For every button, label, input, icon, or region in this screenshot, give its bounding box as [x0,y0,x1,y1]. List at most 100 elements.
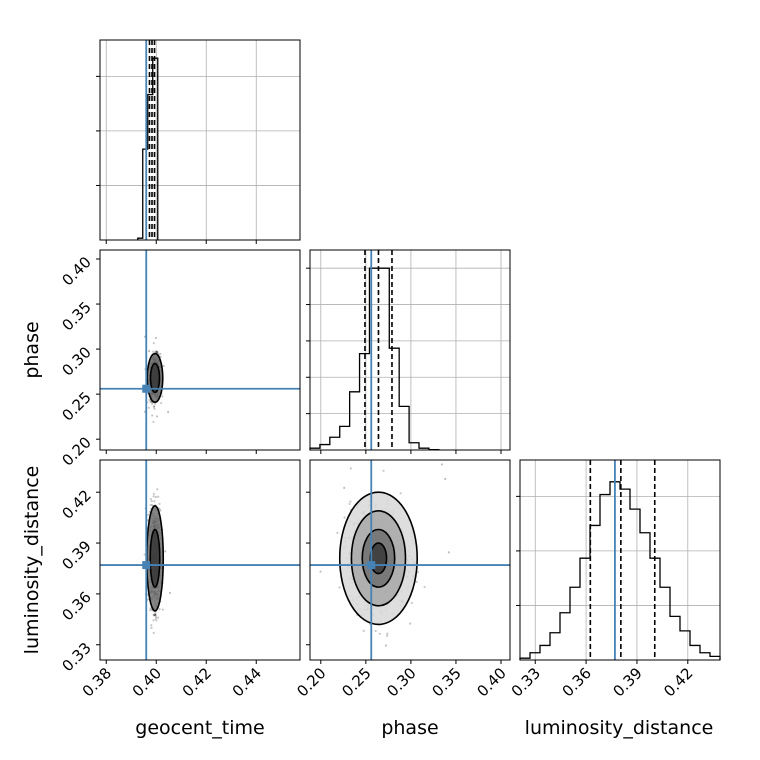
sample-point [423,585,426,589]
sample-point [152,350,155,353]
sample-point [415,580,418,583]
sample-outlier [444,477,447,480]
panel-background [100,460,300,660]
hist-panel-phase [306,249,511,451]
y-tick-label-phase: 0.25 [58,388,94,424]
hist-background [310,250,510,450]
scatter-panel-geocent_time-phase [99,249,301,451]
panel-frame [99,459,301,661]
sample-point [158,608,161,611]
sample-point [153,407,156,410]
x-tick-label-phase: 0.25 [338,664,374,700]
sample-point [150,626,153,630]
sample-point [158,502,161,505]
contour-line [361,528,396,588]
x-tick-label-geocent_time: 0.40 [129,664,165,700]
sample-point [362,629,365,632]
ylabel-phase: phase [21,321,43,378]
sample-outlier [319,570,322,573]
sample-point [156,488,159,491]
truth-marker [142,384,151,393]
sample-point [152,619,155,622]
hist-panel-luminosity_distance [516,459,721,661]
sample-point [150,500,153,503]
sample-point [156,351,159,354]
sample-point [159,352,162,356]
xlabel-luminosity-distance: luminosity_distance [525,717,714,739]
x-tick-label-phase: 0.35 [428,664,464,700]
sample-point [150,503,154,507]
sample-point [152,420,155,423]
sample-point [150,624,153,627]
sample-point [152,495,155,498]
sample-point [147,513,150,516]
y-tick-label-phase: 0.35 [58,298,94,334]
sample-point [154,402,157,406]
sample-outlier [148,349,151,353]
sample-point [154,612,157,615]
sample-point [152,613,155,616]
sample-point [147,406,150,409]
sample-outlier [155,415,159,418]
scatter-panel-geocent_time-luminosity_distance [99,459,301,669]
sample-point [157,495,160,498]
sample-outlier [143,667,145,669]
sample-point [149,503,152,507]
sample-outlier [168,591,172,594]
scatter-panel-phase-luminosity_distance [309,459,511,661]
sample-point [338,586,341,589]
sample-point [152,492,155,496]
sample-point [151,414,154,417]
x-tick-label-luminosity_distance: 0.36 [559,664,595,700]
sample-point [161,395,164,398]
sample-point [152,631,155,634]
sample-point [153,613,156,616]
density-fill [150,363,160,393]
contour-line [338,491,419,626]
panel-inner [100,250,300,450]
sample-outlier [154,336,158,340]
x-tick-label-geocent_time: 0.38 [79,664,115,700]
sample-point [154,613,157,617]
density-fill [150,529,160,588]
sample-point [160,401,163,405]
x-tick-label-geocent_time: 0.44 [229,664,265,700]
sample-point [155,350,158,354]
y-tick-label-luminosity_distance: 0.42 [58,486,94,522]
y-tick-label-phase: 0.30 [58,343,94,379]
contour-line [149,362,161,394]
y-tick-label-phase: 0.40 [58,253,94,289]
sample-point [399,492,402,495]
x-tick-label-phase: 0.40 [473,664,509,700]
sample-point [161,608,164,611]
sample-point [378,632,381,635]
sample-point [154,350,157,353]
sample-point [349,500,352,503]
ylabel-luminosity-distance: luminosity_distance [21,466,43,655]
contour-line [146,352,164,404]
sample-point [410,601,413,604]
y-tick-label-luminosity_distance: 0.36 [58,588,94,624]
hist-frame [519,459,721,661]
y-tick-label-luminosity_distance: 0.33 [58,639,94,675]
sample-point [156,350,159,354]
sample-point [159,509,162,512]
sample-outlier [440,463,444,466]
panel-inner [100,460,300,669]
sample-point [148,398,151,402]
sample-point [152,342,155,345]
sample-point [336,531,339,534]
sample-outlier [164,550,167,553]
sample-point [149,607,152,610]
sample-outlier [384,644,388,647]
sample-point [153,405,156,408]
x-tick-label-geocent_time: 0.42 [179,664,215,700]
sample-point [153,500,156,503]
sample-point [152,614,156,617]
hist-panel-geocent_time [96,39,301,241]
x-tick-label-phase: 0.30 [383,664,419,700]
sample-point [155,350,158,353]
sample-point [151,402,154,405]
hist-background [520,460,720,660]
y-tick-label-phase: 0.20 [58,433,94,469]
